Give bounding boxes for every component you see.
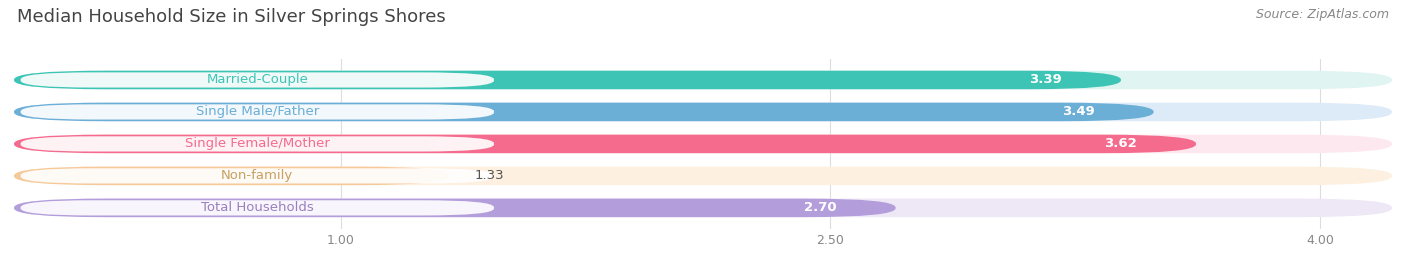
- FancyBboxPatch shape: [14, 71, 1121, 89]
- FancyBboxPatch shape: [14, 199, 896, 217]
- FancyBboxPatch shape: [21, 72, 494, 88]
- Text: Non-family: Non-family: [221, 169, 294, 182]
- FancyBboxPatch shape: [14, 71, 1392, 89]
- FancyBboxPatch shape: [21, 104, 494, 119]
- Text: 2.70: 2.70: [804, 201, 837, 214]
- Text: Source: ZipAtlas.com: Source: ZipAtlas.com: [1256, 8, 1389, 21]
- FancyBboxPatch shape: [21, 168, 494, 183]
- FancyBboxPatch shape: [14, 103, 1392, 121]
- FancyBboxPatch shape: [14, 135, 1392, 153]
- Text: 3.39: 3.39: [1029, 73, 1062, 86]
- Text: Median Household Size in Silver Springs Shores: Median Household Size in Silver Springs …: [17, 8, 446, 26]
- Text: Total Households: Total Households: [201, 201, 314, 214]
- FancyBboxPatch shape: [21, 136, 494, 151]
- Text: 3.49: 3.49: [1062, 105, 1095, 118]
- FancyBboxPatch shape: [14, 103, 1153, 121]
- Text: 3.62: 3.62: [1105, 137, 1137, 150]
- FancyBboxPatch shape: [14, 135, 1197, 153]
- Text: Single Male/Father: Single Male/Father: [195, 105, 319, 118]
- Text: Single Female/Mother: Single Female/Mother: [184, 137, 330, 150]
- FancyBboxPatch shape: [14, 167, 1392, 185]
- FancyBboxPatch shape: [14, 167, 449, 185]
- FancyBboxPatch shape: [1010, 104, 1147, 119]
- Text: Married-Couple: Married-Couple: [207, 73, 308, 86]
- FancyBboxPatch shape: [1052, 136, 1189, 151]
- Text: 1.33: 1.33: [474, 169, 505, 182]
- FancyBboxPatch shape: [14, 199, 1392, 217]
- FancyBboxPatch shape: [21, 200, 494, 215]
- FancyBboxPatch shape: [977, 72, 1115, 88]
- FancyBboxPatch shape: [752, 200, 889, 215]
